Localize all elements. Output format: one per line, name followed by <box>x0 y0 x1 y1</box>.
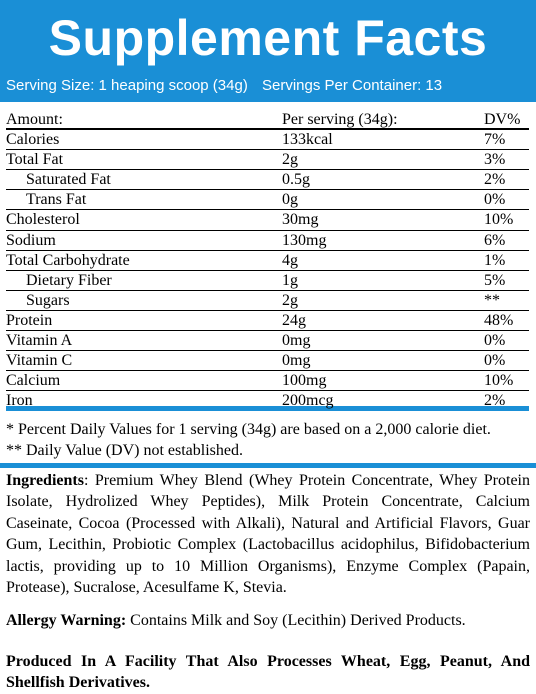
nutrient-amount: 24g <box>282 311 306 329</box>
table-row: Iron 200mcg 2% <box>6 391 529 412</box>
table-header-row: Amount: Per serving (34g): DV% <box>6 110 529 131</box>
ingredients-text: : Premium Whey Blend (Whey Protein Conce… <box>6 472 530 597</box>
nutrient-dv: 10% <box>484 372 514 390</box>
nutrient-name: Calories <box>6 131 60 149</box>
nutrient-dv: 7% <box>484 131 506 149</box>
allergy-text: Contains Milk and Soy (Lecithin) Derived… <box>126 612 466 629</box>
nutrient-dv: 2% <box>484 392 506 410</box>
allergy-warning: Allergy Warning: Contains Milk and Soy (… <box>6 610 530 631</box>
nutrient-amount: 2g <box>282 151 298 169</box>
column-header-dv: DV% <box>484 111 521 128</box>
nutrient-amount: 2g <box>282 291 298 309</box>
nutrient-amount: 0mg <box>282 332 311 350</box>
nutrient-name: Dietary Fiber <box>26 271 112 289</box>
nutrient-name: Vitamin A <box>6 332 73 350</box>
nutrient-name: Cholesterol <box>6 211 80 229</box>
nutrient-amount: 0g <box>282 191 298 209</box>
table-row: Total Carbohydrate 4g 1% <box>6 251 529 271</box>
nutrient-name: Sodium <box>6 231 56 249</box>
footnote-daily-values: * Percent Daily Values for 1 serving (34… <box>6 421 491 438</box>
nutrition-table: Amount: Per serving (34g): DV% Calories 1… <box>6 110 529 412</box>
nutrient-name: Protein <box>6 311 53 329</box>
nutrient-name: Total Carbohydrate <box>6 251 130 269</box>
nutrient-amount: 0mg <box>282 352 311 370</box>
table-row: Total Fat 2g 3% <box>6 150 529 171</box>
supplement-facts-header: Supplement Facts Serving Size: 1 heaping… <box>0 0 536 102</box>
nutrient-name: Iron <box>6 392 33 410</box>
nutrient-amount: 100mg <box>282 372 327 390</box>
nutrient-name: Trans Fat <box>26 191 87 209</box>
ingredients-section: Ingredients: Premium Whey Blend (Whey Pr… <box>6 470 530 598</box>
nutrient-dv: 0% <box>484 352 506 370</box>
divider-bar <box>0 463 536 468</box>
nutrient-dv: ** <box>484 291 500 309</box>
nutrient-dv: 3% <box>484 151 506 169</box>
table-row: Protein 24g 48% <box>6 311 529 332</box>
nutrient-amount: 30mg <box>282 211 319 229</box>
table-row: Sugars 2g ** <box>6 291 529 311</box>
table-row: Trans Fat 0g 0% <box>6 190 529 211</box>
footnote-dv-not-established: ** Daily Value (DV) not established. <box>6 442 243 459</box>
ingredients-label: Ingredients <box>6 472 84 489</box>
table-row: Cholesterol 30mg 10% <box>6 210 529 231</box>
table-row: Vitamin A 0mg 0% <box>6 331 529 352</box>
nutrient-dv: 10% <box>484 211 514 229</box>
servings-per-container: Servings Per Container: 13 <box>262 77 443 94</box>
nutrient-dv: 48% <box>484 311 514 329</box>
nutrient-dv: 5% <box>484 271 506 289</box>
table-row: Calcium 100mg 10% <box>6 371 529 392</box>
column-header-per-serving: Per serving (34g): <box>282 111 398 128</box>
nutrient-amount: 130mg <box>282 231 327 249</box>
nutrient-dv: 6% <box>484 231 506 249</box>
nutrient-name: Total Fat <box>6 151 64 169</box>
serving-info: Serving Size: 1 heaping scoop (34g) Serv… <box>6 77 452 94</box>
nutrient-name: Calcium <box>6 372 61 390</box>
nutrient-amount: 200mcg <box>282 392 334 410</box>
allergy-label: Allergy Warning: <box>6 612 127 629</box>
serving-size: Serving Size: 1 heaping scoop (34g) <box>6 77 248 94</box>
nutrient-name: Vitamin C <box>6 352 73 370</box>
nutrient-dv: 1% <box>484 251 506 269</box>
nutrient-amount: 133kcal <box>282 131 333 149</box>
table-row: Vitamin C 0mg 0% <box>6 351 529 372</box>
nutrient-amount: 4g <box>282 251 298 269</box>
nutrient-dv: 0% <box>484 191 506 209</box>
table-row: Sodium 130mg 6% <box>6 231 529 251</box>
table-row: Dietary Fiber 1g 5% <box>6 271 529 291</box>
nutrient-dv: 2% <box>484 171 506 189</box>
nutrient-dv: 0% <box>484 332 506 350</box>
nutrient-amount: 0.5g <box>282 171 310 189</box>
table-row: Calories 133kcal 7% <box>6 130 529 151</box>
nutrient-name: Sugars <box>26 291 70 309</box>
table-row: Saturated Fat 0.5g 2% <box>6 170 529 191</box>
page-title: Supplement Facts <box>48 10 488 66</box>
nutrient-amount: 1g <box>282 271 298 289</box>
nutrient-name: Saturated Fat <box>26 171 111 189</box>
footnotes: * Percent Daily Values for 1 serving (34… <box>6 419 530 461</box>
column-header-amount: Amount: <box>6 111 63 128</box>
facility-statement: Produced In A Facility That Also Process… <box>6 653 530 691</box>
